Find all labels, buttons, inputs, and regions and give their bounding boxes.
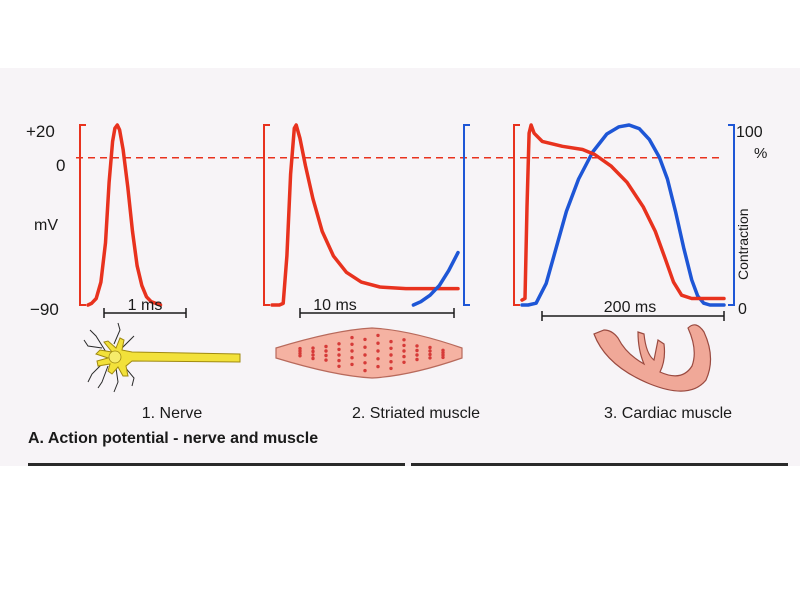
muscle-striation-dot [324,349,328,353]
muscle-striation-dot [428,349,432,353]
panel-1-title: 1. Nerve [142,405,203,422]
panel-2-contraction-bracket [463,124,470,306]
striated-muscle-fiber-icon [275,327,463,379]
muscle-striation-dot [311,353,315,357]
muscle-striation-dot [415,344,419,348]
muscle-striation-dot [298,354,302,358]
muscle-striation-dot [337,364,341,368]
y-tick-label-zero: 0 [56,156,65,175]
muscle-striation-dot [298,346,302,351]
panel-2-scale-bar [299,308,455,318]
panel-1-scale-bar [103,308,187,318]
nerve-cell-icon [83,322,241,393]
y2-unit-label: % [754,145,767,162]
muscle-striation-dot [363,353,367,357]
muscle-striation-dot [402,338,406,342]
muscle-striation-dot [350,356,354,360]
muscle-striation-dot [402,360,406,364]
striated-contraction-line [411,250,460,307]
muscle-striation-dot [402,343,406,348]
nerve-potential-line [86,123,163,307]
panel-1-y-bracket [79,124,86,306]
panel-3-contraction-bracket [728,124,735,306]
action-potential-chart: +20 0 mV −90 100 % Contraction 0 1 ms [26,122,767,422]
y-tick-label-minus90: −90 [30,300,59,319]
panel-3-scale-label: 200 ms [604,299,656,316]
y-tick-label-plus20: +20 [26,122,55,141]
panel-3-scale-bar [541,311,725,321]
muscle-striation-dot [389,339,393,344]
y2-axis-label: Contraction [735,208,751,280]
bottom-rule-right [411,463,788,466]
muscle-striation-dot [324,344,328,349]
muscle-striation-dot [441,353,445,357]
figure-caption: A. Action potential - nerve and muscle [28,430,319,447]
muscle-striation-dot [363,337,367,342]
muscle-striation-dot [376,357,380,361]
muscle-striation-dot [389,360,393,364]
muscle-striation-dot [350,362,354,367]
muscle-striation-dot [350,335,354,340]
panel-2-title: 2. Striated muscle [352,405,480,422]
muscle-striation-dot [428,356,432,360]
y-axis-label: mV [34,217,58,234]
muscle-striation-dot [389,346,393,350]
y2-tick-label-0: 0 [738,301,747,318]
muscle-striation-dot [415,357,419,362]
muscle-striation-dot [311,346,315,350]
muscle-striation-dot [298,349,302,353]
muscle-striation-dot [363,361,367,365]
muscle-striation-dot [311,356,315,361]
cardiac-contraction-line [520,123,726,307]
bottom-rule-left [28,463,405,466]
panel-3-title: 3. Cardiac muscle [604,405,732,422]
muscle-striation-dot [324,353,328,358]
muscle-striation-dot [376,349,380,353]
muscle-striation-dot [402,349,406,353]
muscle-striation-dot [337,347,341,352]
muscle-striation-dot [298,351,302,356]
muscle-striation-dot [376,333,380,338]
muscle-striation-dot [376,341,380,345]
striated-potential-line [270,123,460,307]
muscle-striation-dot [376,364,380,369]
muscle-striation-dot [363,368,367,373]
muscle-striation-dot [389,353,393,357]
muscle-striation-dot [441,350,445,355]
muscle-striation-dot [363,345,367,349]
muscle-striation-dot [389,366,393,371]
panel-2-scale-label: 10 ms [313,297,357,314]
panel-2-y-bracket [263,124,270,306]
muscle-striation-dot [324,358,328,362]
muscle-striation-dot [415,348,419,353]
muscle-striation-dot [350,349,354,353]
muscle-striation-dot [415,353,419,357]
muscle-striation-dot [428,345,432,350]
muscle-striation-dot [311,349,315,354]
muscle-striation-dot [428,352,432,357]
y2-tick-label-100: 100 [736,124,763,141]
panel-3-y-bracket [513,124,520,306]
figure-panel: +20 0 mV −90 100 % Contraction 0 1 ms [0,68,800,466]
muscle-striation-dot [350,342,354,346]
cardiac-potential-line [520,123,726,302]
heart-section-icon [593,324,712,392]
muscle-striation-dot [337,353,341,357]
muscle-striation-dot [402,354,406,359]
muscle-striation-dot [441,355,445,360]
panel-1-scale-label: 1 ms [128,297,163,314]
muscle-striation-dot [337,358,341,363]
muscle-striation-dot [337,342,341,346]
